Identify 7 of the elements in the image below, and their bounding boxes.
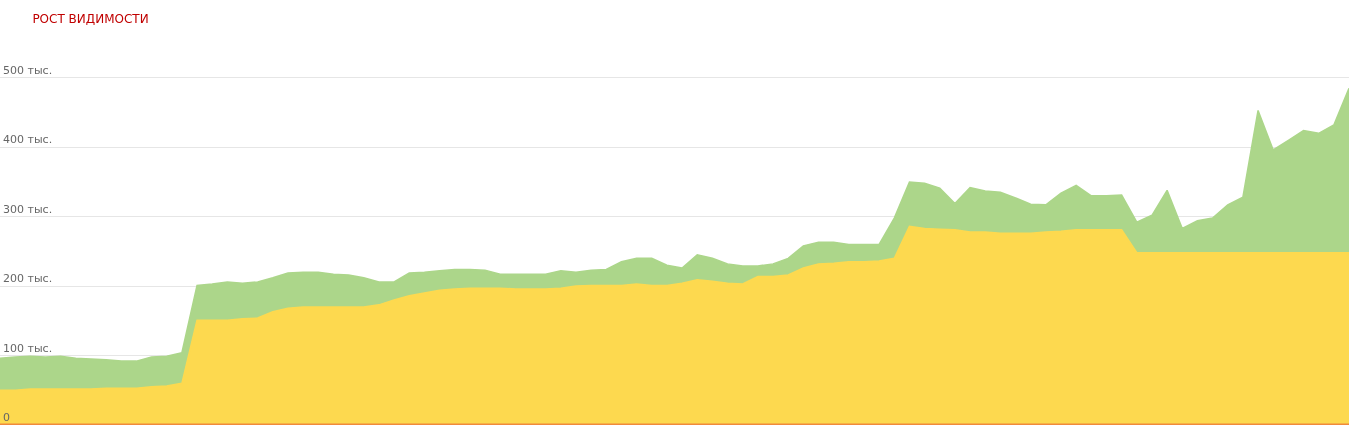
y-tick-label: 300 тыс. xyxy=(3,202,53,216)
y-tick-label: 100 тыс. xyxy=(3,341,53,355)
y-tick-label: 400 тыс. xyxy=(3,133,53,147)
y-tick-label: 500 тыс. xyxy=(3,63,53,77)
y-tick-label: 200 тыс. xyxy=(3,272,53,286)
text: РОСТ ВИДИМОСТИ xyxy=(32,12,149,27)
y-tick-label: 0 xyxy=(3,411,10,425)
